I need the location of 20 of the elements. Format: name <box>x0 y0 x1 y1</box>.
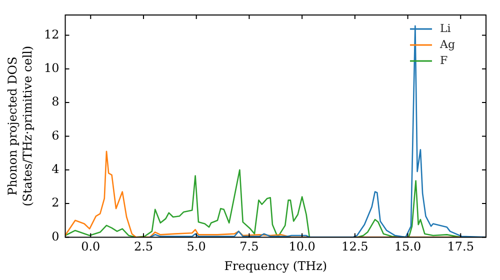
y-tick-label: 12 <box>44 27 60 42</box>
y-axis-title: Phonon projected DOS (States/THz·primitive cell) <box>6 46 35 206</box>
x-tick-label: 12.5 <box>342 240 368 254</box>
x-tick-label: 15.0 <box>394 240 422 254</box>
legend-label: F <box>440 54 448 67</box>
legend-label: Ag <box>439 38 455 51</box>
x-tick-label: 7.5 <box>240 240 259 254</box>
y-tick-label: 2 <box>52 196 60 210</box>
y-tick-label: 4 <box>52 162 60 176</box>
y-tick-label: 0 <box>52 229 60 244</box>
y-tick-label: 6 <box>52 128 60 142</box>
x-axis-title: Frequency (THz) <box>224 258 328 273</box>
legend-label: Li <box>440 22 452 35</box>
y-tick-label: 10 <box>44 60 60 75</box>
x-tick-label: 10.0 <box>288 240 316 254</box>
x-tick-label: 17.5 <box>447 240 474 254</box>
x-tick-label: 5.0 <box>186 240 206 254</box>
x-tick-label: 2.5 <box>134 240 154 254</box>
y-tick-label: 8 <box>52 94 60 109</box>
x-tick-label: 0.0 <box>81 240 100 254</box>
